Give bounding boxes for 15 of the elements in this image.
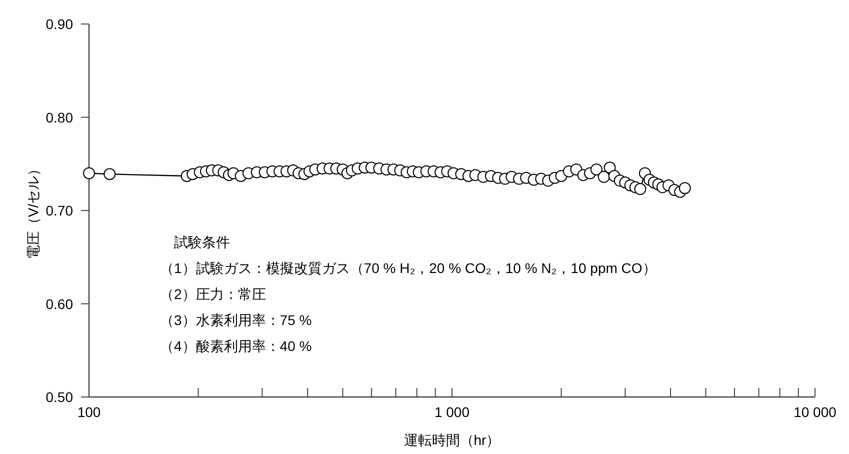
y-tick-label: 0.90 [46, 16, 74, 32]
y-tick-label: 0.60 [46, 296, 74, 312]
x-tick-label: 10 000 [794, 404, 837, 420]
annotation: （1）試験ガス：模擬改質ガス（70 % H₂，20 % CO₂，10 % N₂，10 ppm CO） [160, 260, 656, 276]
annotation: 試験条件 [174, 234, 230, 250]
annotation: （3）水素利用率：75 % [160, 312, 312, 328]
annotation: （4）酸素利用率：40 % [160, 338, 312, 354]
x-axis-title: 運転時間（hr） [404, 432, 500, 448]
x-tick-label: 100 [77, 404, 101, 420]
x-tick-label: 1 000 [434, 404, 470, 420]
annotation: （2）圧力：常圧 [160, 286, 266, 302]
y-tick-label: 0.80 [46, 109, 74, 126]
y-tick-label: 0.70 [46, 202, 74, 218]
y-axis-title: 電圧（V/セル） [25, 162, 41, 260]
y-tick-label: 0.50 [46, 389, 74, 405]
